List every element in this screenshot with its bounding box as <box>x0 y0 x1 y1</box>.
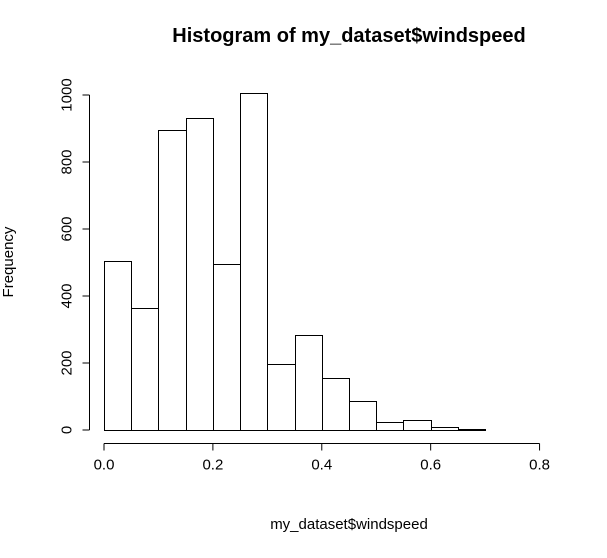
x-tick-label: 0.4 <box>311 457 332 474</box>
histogram-bar-6 <box>267 364 296 431</box>
y-tick-label: 0 <box>59 426 76 434</box>
histogram-bar-3 <box>186 118 214 431</box>
histogram-bar-5 <box>240 93 268 431</box>
y-tick-label: 800 <box>59 149 76 174</box>
histogram-bar-8 <box>322 378 350 431</box>
histogram-bar-12 <box>431 427 459 431</box>
y-axis-label: Frequency <box>0 226 17 297</box>
histogram-bar-2 <box>158 130 187 431</box>
histogram-bar-0 <box>104 261 132 431</box>
histogram-bar-7 <box>295 335 323 431</box>
x-tick-label: 0.2 <box>202 457 223 474</box>
x-axis-label: my_dataset$windspeed <box>270 516 428 533</box>
x-tick-label: 0.6 <box>420 457 441 474</box>
histogram-bar-10 <box>376 422 404 431</box>
histogram-bars <box>104 93 486 431</box>
histogram-bar-4 <box>213 264 241 431</box>
x-tick-label: 0.8 <box>529 457 550 474</box>
histogram-bar-9 <box>349 401 377 431</box>
histogram-bar-1 <box>131 308 159 431</box>
y-tick-label: 1000 <box>59 78 76 111</box>
y-tick-label: 400 <box>59 283 76 308</box>
x-axis: 0.0 0.2 0.4 0.6 0.8 <box>94 443 550 474</box>
histogram-bar-11 <box>403 420 432 431</box>
histogram-bar-13 <box>458 429 486 431</box>
y-tick-label: 200 <box>59 350 76 375</box>
chart-title: Histogram of my_dataset$windspeed <box>172 25 525 47</box>
x-tick-label: 0.0 <box>94 457 115 474</box>
y-tick-label: 600 <box>59 216 76 241</box>
y-axis: 0 200 400 600 800 1000 <box>59 78 90 434</box>
